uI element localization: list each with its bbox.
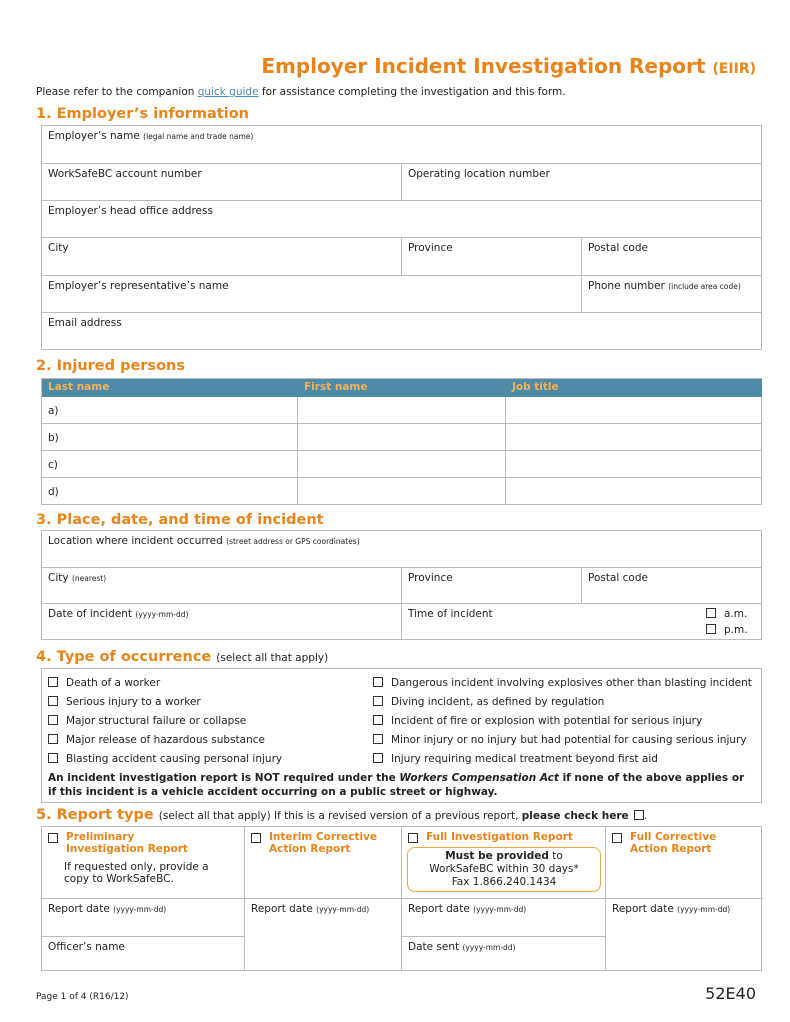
job-title-cell[interactable] [506,397,762,424]
postal-code-field[interactable]: Postal code [582,238,762,276]
occurrence-checkbox[interactable]: Injury requiring medical treatment beyon… [373,753,658,765]
full-investigation-option[interactable]: Full Investigation Report Must be provid… [402,827,606,899]
location-number-field[interactable]: Operating location number [402,164,762,201]
quick-guide-link[interactable]: quick guide [197,86,259,98]
employer-info-box: Employer’s name (legal name and trade na… [41,125,762,350]
email-field[interactable]: Email address [42,313,762,350]
occurrence-checkbox[interactable]: Dangerous incident involving explosives … [373,677,752,689]
first-name-cell[interactable] [298,451,506,478]
occurrence-checkbox[interactable]: Major release of hazardous substance [48,734,265,746]
occurrence-checkbox[interactable]: Death of a worker [48,677,160,689]
job-title-cell[interactable] [506,424,762,451]
revised-checkbox[interactable] [633,810,644,820]
incident-date-field[interactable]: Date of incident (yyyy-mm-dd) [42,604,402,640]
full-corrective-option[interactable]: Full Corrective Action Report [606,827,763,899]
head-office-field[interactable]: Employer’s head office address [42,201,762,238]
preliminary-report-option[interactable]: Preliminary Investigation Report If requ… [42,827,245,899]
table-row[interactable]: c) [42,451,298,478]
occurrence-box: Death of a worker Serious injury to a wo… [41,668,762,803]
incident-location-field[interactable]: Location where incident occurred (street… [42,531,762,568]
job-title-cell[interactable] [506,478,762,505]
occurrence-checkbox[interactable]: Minor injury or no injury but had potent… [373,734,747,746]
corrective-report-date-field[interactable]: Report date (yyyy-mm-dd) [612,903,731,915]
incident-postal-field[interactable]: Postal code [582,568,762,604]
table-row[interactable]: a) [42,397,298,424]
incident-time-field[interactable]: Time of incident [408,608,493,620]
occurrence-checkbox[interactable]: Diving incident, as defined by regulatio… [373,696,604,708]
phone-field[interactable]: Phone number (include area code) [582,276,762,313]
employer-name-field[interactable]: Employer’s name (legal name and trade na… [42,126,762,164]
occurrence-note: An incident investigation report is NOT … [48,772,745,798]
section-2-heading: 2. Injured persons [36,358,185,374]
place-date-box: Location where incident occurred (street… [41,530,762,640]
prelim-report-date-field[interactable]: Report date (yyyy-mm-dd) [42,899,245,937]
first-name-cell[interactable] [298,424,506,451]
pm-checkbox[interactable]: p.m. [706,624,748,636]
col-job-title: Job title [506,379,762,397]
section-4-heading: 4. Type of occurrence (select all that a… [36,649,329,665]
section-3-heading: 3. Place, date, and time of incident [36,512,324,528]
occurrence-checkbox[interactable]: Blasting accident causing personal injur… [48,753,282,765]
occurrence-checkbox[interactable]: Incident of fire or explosion with poten… [373,715,702,727]
section-1-heading: 1. Employer’s information [36,106,249,122]
report-type-box: Preliminary Investigation Report If requ… [41,826,763,971]
table-row[interactable]: d) [42,478,298,505]
section-5-heading: 5. Report type (select all that apply) I… [36,807,648,823]
submission-notice: Must be provided to WorkSafeBC within 30… [407,847,601,892]
form-code: 52E40 [705,984,756,1003]
city-field[interactable]: City [42,238,402,276]
province-field[interactable]: Province [402,238,582,276]
job-title-cell[interactable] [506,451,762,478]
occurrence-checkbox[interactable]: Major structural failure or collapse [48,715,246,727]
page-number: Page 1 of 4 (R16/12) [36,992,129,1002]
representative-field[interactable]: Employer’s representative’s name [42,276,582,313]
occurrence-checkbox[interactable]: Serious injury to a worker [48,696,201,708]
account-number-field[interactable]: WorkSafeBC account number [42,164,402,201]
first-name-cell[interactable] [298,397,506,424]
page-title: Employer Incident Investigation Report (… [261,54,756,78]
injured-persons-table: Last name First name Job title a) b) c) … [41,378,762,505]
incident-province-field[interactable]: Province [402,568,582,604]
col-first-name: First name [298,379,506,397]
intro-text: Please refer to the companion quick guid… [36,86,566,98]
interim-report-date-field[interactable]: Report date (yyyy-mm-dd) [245,899,402,971]
first-name-cell[interactable] [298,478,506,505]
table-row[interactable]: b) [42,424,298,451]
interim-report-option[interactable]: Interim Corrective Action Report [245,827,402,899]
full-report-date-field[interactable]: Report date (yyyy-mm-dd) [402,899,606,937]
date-sent-field[interactable]: Date sent (yyyy-mm-dd) [402,937,606,971]
col-last-name: Last name [42,379,298,397]
am-checkbox[interactable]: a.m. [706,608,747,620]
incident-city-field[interactable]: City (nearest) [42,568,402,604]
officer-name-field[interactable]: Officer’s name [42,937,245,971]
